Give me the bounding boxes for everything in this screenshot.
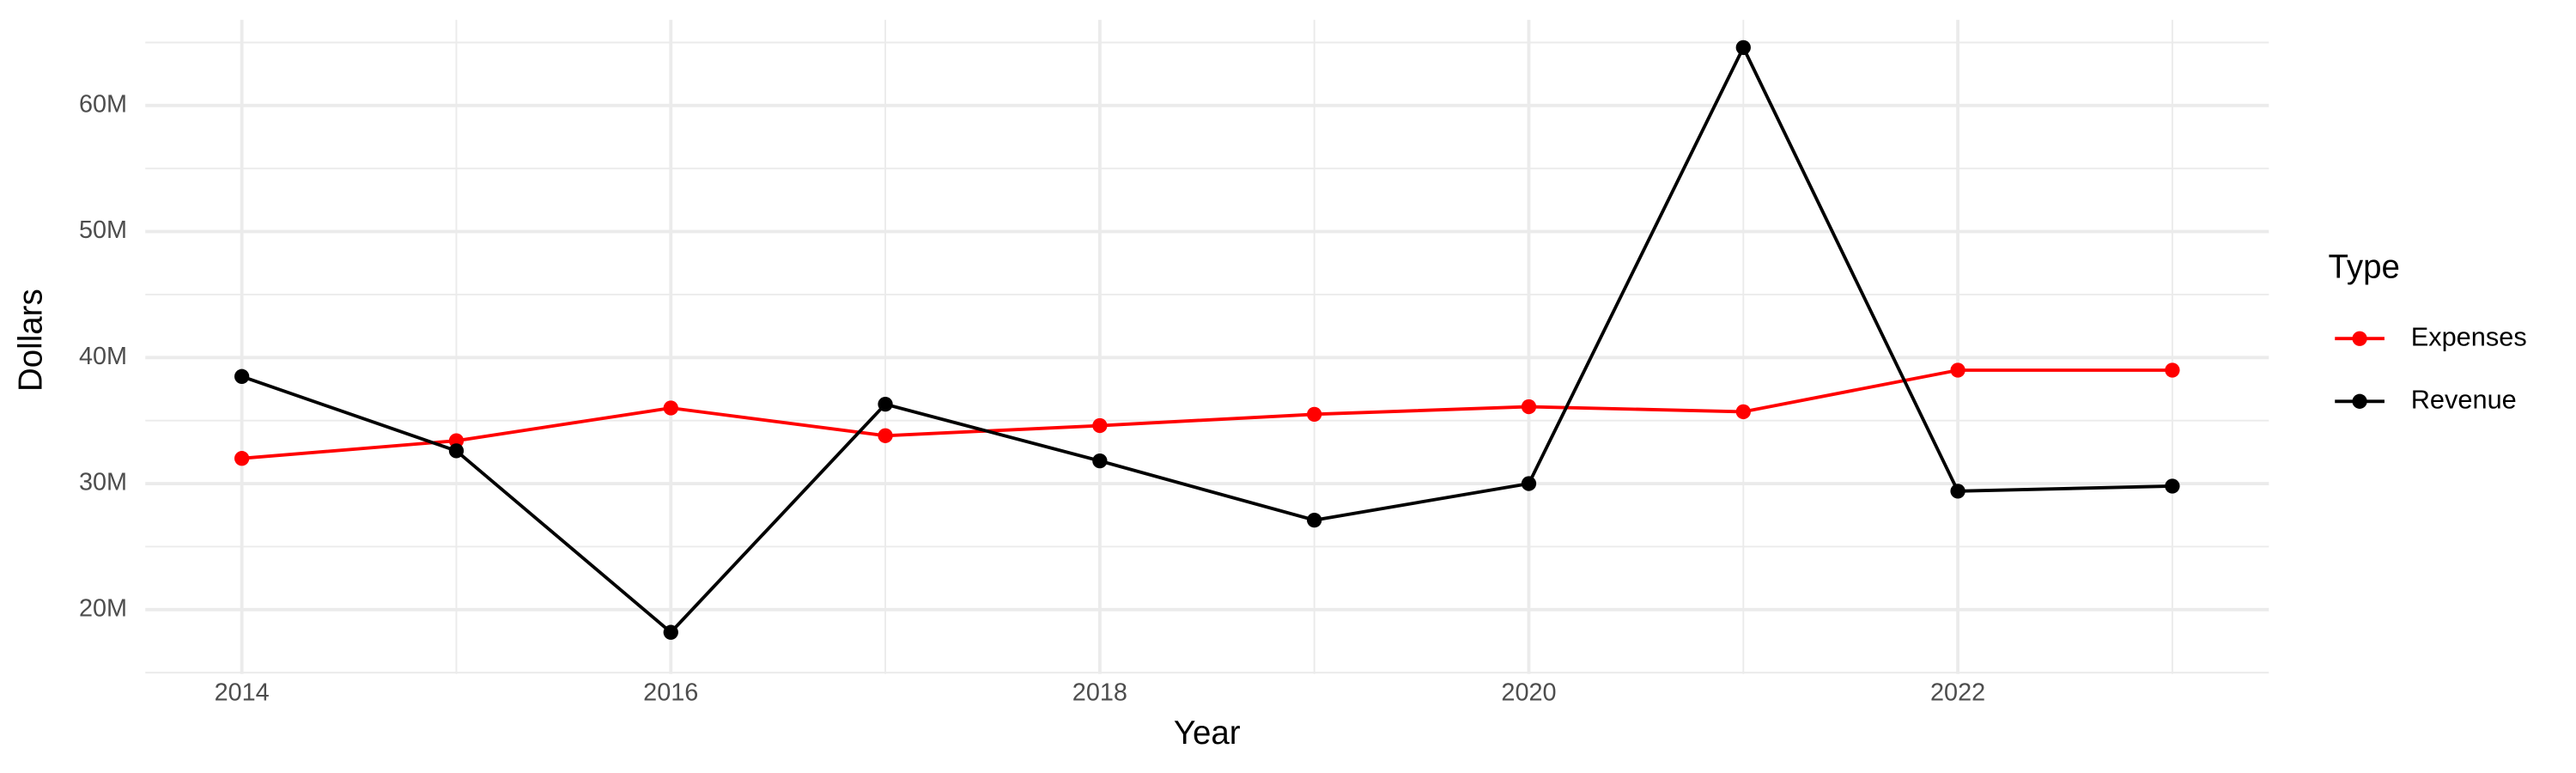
data-point (663, 400, 678, 416)
x-axis-title: Year (1174, 715, 1241, 752)
data-point (1521, 476, 1537, 491)
y-tick-label: 40M (79, 343, 127, 370)
data-point (1092, 453, 1108, 469)
y-axis-title: Dollars (13, 289, 50, 392)
data-point (1092, 417, 1108, 434)
grid (145, 20, 2269, 674)
x-tick-label: 2014 (215, 679, 270, 706)
data-point (1735, 404, 1751, 420)
y-tick-label: 60M (79, 90, 127, 118)
series-line (241, 43, 2172, 635)
data-point (1950, 484, 1965, 499)
data-point (1307, 512, 1322, 528)
data-point (234, 368, 250, 384)
data-point (448, 443, 465, 459)
data-point (2165, 478, 2180, 494)
y-tick-label: 30M (79, 469, 127, 496)
legend-marker (2352, 331, 2367, 346)
y-tick-label: 20M (79, 594, 127, 622)
data-point (878, 428, 893, 443)
x-tick-label: 2020 (1501, 679, 1556, 706)
legend-label: Revenue (2411, 384, 2517, 414)
data-point (1950, 362, 1965, 378)
x-tick-label: 2016 (643, 679, 698, 706)
data-point (234, 451, 250, 466)
legend-title: Type (2329, 249, 2400, 286)
data-point (1307, 406, 1322, 423)
y-tick-label: 50M (79, 216, 127, 244)
data-point (1521, 399, 1537, 415)
legend-label: Expenses (2411, 321, 2527, 351)
x-tick-label: 2018 (1072, 679, 1127, 706)
x-tick-label: 2022 (1930, 679, 1985, 706)
data-point (878, 396, 893, 412)
data-point (663, 624, 678, 640)
legend-marker (2352, 393, 2367, 409)
data-point (2165, 362, 2180, 378)
series-line (241, 368, 2172, 460)
data-point (1735, 40, 1751, 56)
